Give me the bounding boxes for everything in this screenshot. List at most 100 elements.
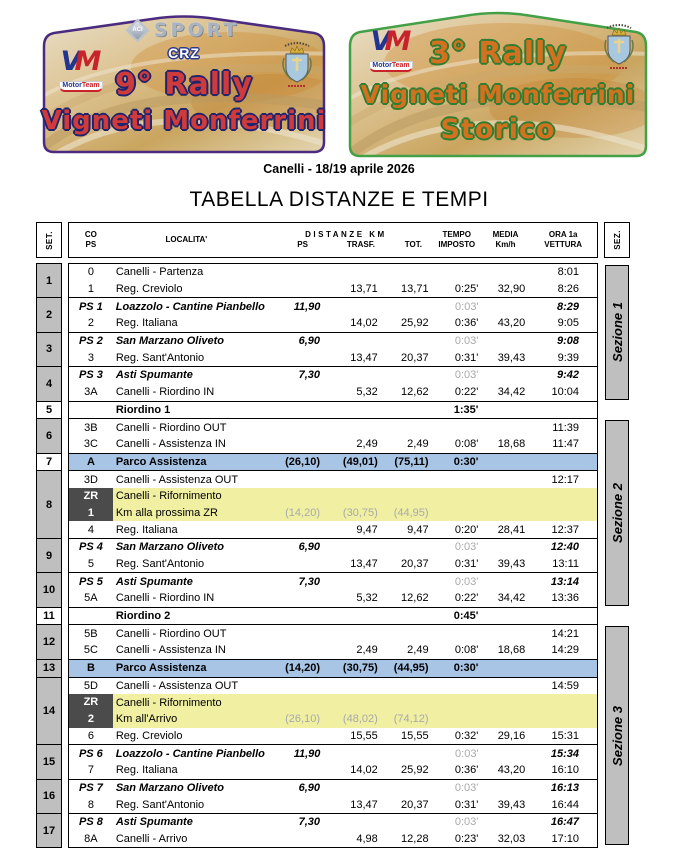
cell-tempo: 0:36': [454, 764, 479, 777]
table-row: 5A Canelli - Riordino IN 5,32 12,62 0:22' 34,…: [69, 590, 597, 607]
cell-tot: (75,11): [394, 455, 429, 468]
cell-trasf: (49,01): [342, 455, 378, 468]
cell-media: 18,68: [497, 644, 526, 657]
cell-tempo: 0:03': [454, 541, 479, 554]
cell-ora: 11:39: [552, 421, 580, 434]
table-row: PS 1 Loazzolo - Cantine Pianbello 11,90 0:0…: [69, 298, 597, 315]
cell-co: PS 4: [78, 541, 103, 554]
cell-trasf: 2,49: [356, 438, 378, 451]
canelli-crest-icon: [600, 22, 638, 77]
set-group: B Parco Assistenza (14,20) (30,75) (44,95) 0:…: [69, 659, 597, 678]
table-row: 0 Canelli - Partenza 8:01: [69, 264, 597, 281]
table-row: 3 Reg. Sant'Antonio 13,47 20,37 0:31' 39,43 9:…: [69, 349, 597, 366]
vm-motorteam-logo: VM MotorTeam: [356, 28, 426, 72]
table-row: PS 3 Asti Spumante 7,30 0:03' 9:42: [69, 367, 597, 384]
event-date-location: Canelli - 18/19 aprile 2026: [263, 162, 415, 176]
cell-co: 1: [87, 283, 94, 296]
set-group: PS 2 San Marzano Oliveto 6,90 0:03' 9:08 3 Reg…: [69, 333, 597, 368]
cell-tot: 20,37: [401, 798, 429, 811]
sezione-label-text: Sezione 1: [609, 302, 625, 363]
main-table: CO PS LOCALITA' DISTANZE KM PS TRASF. TO…: [68, 222, 598, 849]
vm-v: V: [370, 26, 392, 57]
cell-co: 8A: [84, 833, 98, 846]
cell-co: 1: [69, 504, 113, 522]
cell-ora: 9:05: [557, 317, 580, 330]
cell-trasf: 9,47: [356, 523, 378, 536]
set-group: PS 7 San Marzano Oliveto 6,90 0:03' 16:13 8 Re…: [69, 780, 597, 814]
cell-ora: 10:04: [551, 386, 580, 399]
cell-media: 18,68: [497, 438, 526, 451]
cell-loc: Km alla prossima ZR: [115, 506, 218, 519]
cell-loc: San Marzano Oliveto: [115, 541, 225, 554]
cell-co: PS 1: [78, 300, 103, 313]
set-group: 0 Canelli - Partenza 8:01 1 Reg. Creviolo 13,…: [69, 264, 597, 299]
canelli-crest-icon: [278, 40, 316, 95]
table-row: 5 Reg. Sant'Antonio 13,47 20,37 0:31' 39,43 13…: [69, 556, 597, 573]
table-row: 1 Reg. Creviolo 13,71 13,71 0:25' 32,90 8:26: [69, 281, 597, 298]
cell-co: PS 2: [78, 335, 103, 348]
cell-tempo: 0:30': [453, 662, 479, 675]
set-group: A Parco Assistenza (26,10) (49,01) (75,11) 0:…: [69, 453, 597, 472]
sport-label: SPORT: [153, 19, 240, 41]
cell-trasf: 4,98: [356, 833, 378, 846]
cell-tempo: 0:45': [453, 610, 479, 623]
table-row: 7 Reg. Italiana 14,02 25,92 0:36' 43,20 16:10: [69, 762, 597, 779]
cell-loc: Reg. Creviolo: [115, 283, 183, 296]
sezione-label: Sezione 1: [605, 265, 629, 400]
cell-trasf: 2,49: [356, 644, 378, 657]
set-number-cell: 5: [37, 401, 61, 420]
cell-ps: 11,90: [293, 747, 321, 760]
set-group: PS 5 Asti Spumante 7,30 0:03' 13:14 5A Canelli…: [69, 573, 597, 608]
rally-plate-modern: ACI SPORT CRZ VM MotorTeam 9° Rally Vigne…: [36, 12, 332, 158]
cell-ora: 9:08: [556, 335, 580, 348]
plate-title-line2: Vigneti Monferrini: [41, 106, 327, 136]
cell-ora: 17:10: [551, 833, 580, 846]
cell-ps: 6,90: [298, 335, 320, 348]
cell-ora: 13:14: [550, 575, 580, 588]
set-number-cell: 10: [37, 573, 61, 608]
cell-ora: 12:17: [551, 473, 580, 486]
cell-loc: Canelli - Riordino IN: [115, 592, 215, 605]
cell-tot: 13,71: [401, 283, 429, 296]
cell-ps: (26,10): [285, 713, 320, 726]
cell-tot: (74,12): [393, 713, 429, 726]
table-row: ZR Canelli - Rifornimento: [69, 487, 597, 505]
cell-loc: Canelli - Riordino OUT: [115, 627, 227, 640]
cell-co: 4: [87, 523, 94, 536]
cell-media: 28,41: [497, 523, 526, 536]
set-column-header: SET.: [36, 222, 62, 258]
cell-tempo: 0:25': [454, 283, 479, 296]
cell-media: 43,20: [497, 764, 526, 777]
cell-loc: Riordino 1: [115, 403, 171, 416]
cell-loc: Loazzolo - Cantine Pianbello: [115, 300, 265, 313]
table-row: 2 Reg. Italiana 14,02 25,92 0:36' 43,20 9:05: [69, 315, 597, 332]
cell-loc: San Marzano Oliveto: [115, 781, 225, 794]
cell-loc: Canelli - Assistenza IN: [115, 438, 226, 451]
cell-tempo: 0:22': [454, 386, 479, 399]
cell-tempo: 0:03': [454, 816, 479, 829]
table-row: 3C Canelli - Assistenza IN 2,49 2,49 0:08' 18…: [69, 436, 597, 453]
cell-tempo: 0:03': [454, 781, 479, 794]
cell-tot: 20,37: [401, 558, 429, 571]
cell-co: 3D: [83, 473, 98, 486]
set-number-cell: 7: [37, 453, 61, 472]
header-ps-sub: PS: [297, 240, 308, 249]
cell-loc: Canelli - Riordino OUT: [115, 421, 227, 434]
cell-loc: Riordino 2: [115, 610, 171, 623]
cell-tempo: 0:03': [454, 335, 479, 348]
table-row: PS 6 Loazzolo - Cantine Pianbello 11,90 0:0…: [69, 745, 597, 762]
table-row: A Parco Assistenza (26,10) (49,01) (75,11) 0:…: [69, 453, 597, 471]
cell-ps: 6,90: [298, 541, 320, 554]
cell-loc: Canelli - Assistenza IN: [115, 644, 226, 657]
cell-media: 32,03: [497, 833, 526, 846]
set-group: 5D Canelli - Assistenza OUT 14:59 ZR Canelli…: [69, 678, 597, 746]
cell-tempo: 0:08': [454, 438, 479, 451]
cell-ora: 16:13: [550, 781, 580, 794]
cell-loc: Canelli - Assistenza OUT: [115, 679, 239, 692]
cell-tempo: 0:31': [454, 351, 479, 364]
sezione-label-text: Sezione 2: [609, 482, 625, 543]
set-number-cell: 6: [37, 419, 61, 454]
cell-loc: Canelli - Arrivo: [115, 833, 188, 846]
set-number-cell: 8: [37, 471, 61, 539]
header-tempo-imposto: TEMPO IMPOSTO: [438, 229, 476, 249]
